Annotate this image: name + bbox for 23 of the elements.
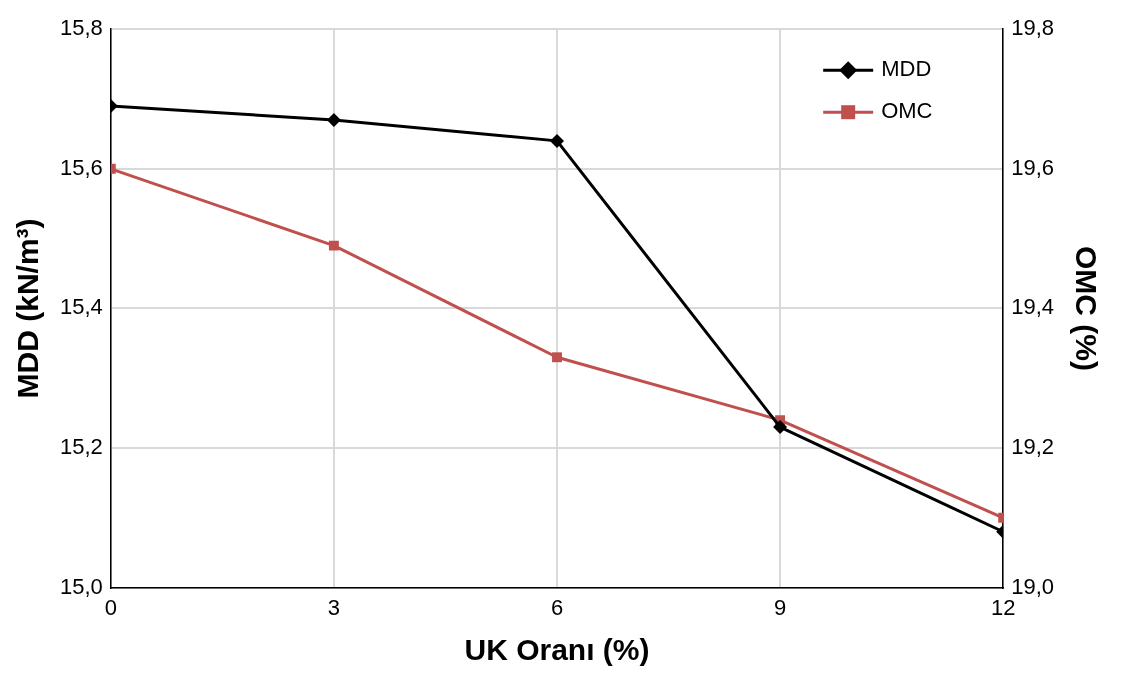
point [326, 112, 341, 127]
y2-axis-title: OMC (%) [1069, 245, 1103, 371]
x-tick-label: 9 [773, 594, 787, 620]
point [552, 352, 562, 363]
y2-tick-label: 19,6 [1011, 154, 1055, 180]
legend-label: OMC [881, 98, 933, 124]
y-tick-label: 15,2 [59, 434, 103, 460]
point [773, 420, 788, 435]
y2-tick-label: 19,2 [1011, 434, 1055, 460]
y2-tick-label: 19,8 [1011, 15, 1055, 41]
x-axis-title: UK Oranı (%) [464, 633, 650, 667]
legend-label: MDD [881, 56, 932, 82]
point [550, 133, 564, 148]
y-tick-label: 15,4 [59, 294, 103, 320]
y-axis-title: MDD (kN/m³) [11, 218, 45, 399]
y-tick-label: 15,8 [59, 15, 103, 41]
x-tick-label: 0 [104, 594, 117, 620]
y-tick-label: 15,6 [59, 154, 103, 180]
x-tick-label: 6 [550, 594, 564, 620]
point [328, 240, 339, 251]
y2-tick-label: 19,4 [1011, 294, 1055, 320]
x-tick-label: 3 [327, 594, 341, 620]
y-tick-label: 15,0 [59, 573, 103, 599]
